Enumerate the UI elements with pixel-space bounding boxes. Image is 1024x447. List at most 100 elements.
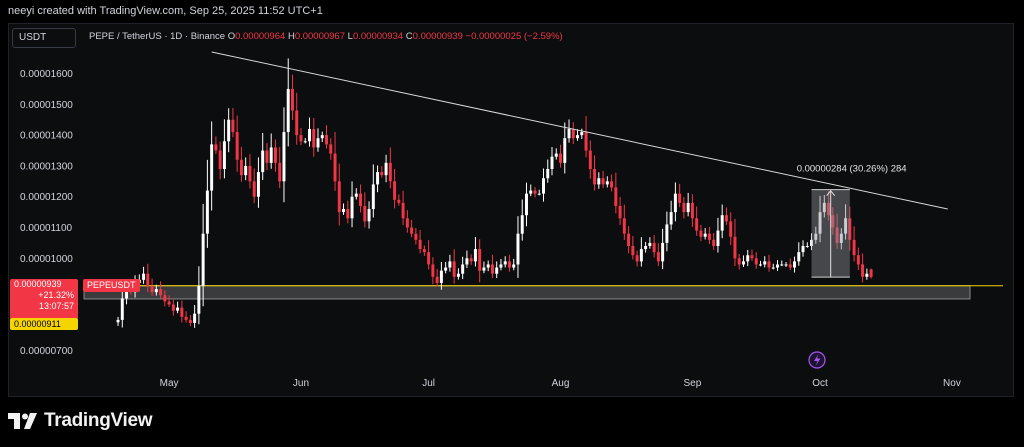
candle-body: [125, 289, 129, 299]
candle-body: [448, 261, 452, 268]
candle-body: [218, 150, 222, 170]
candle-body: [142, 273, 146, 280]
candle-body: [597, 178, 601, 185]
candle-body: [312, 128, 316, 148]
candle-body: [695, 218, 699, 231]
candle-body: [593, 169, 597, 185]
y-tick-label: 0.00001600: [20, 69, 73, 80]
candle-body: [852, 239, 856, 256]
candle-body: [631, 245, 635, 256]
candle-body: [325, 135, 329, 145]
candle-body: [359, 193, 363, 206]
candle-body: [567, 128, 571, 139]
candle-body: [193, 313, 197, 323]
candle-body: [397, 199, 401, 203]
candle-body: [444, 267, 448, 271]
candle-body: [427, 252, 431, 265]
candle-body: [256, 172, 260, 197]
candle-body: [435, 276, 439, 283]
candle-body: [154, 289, 158, 293]
tradingview-logo-icon: [8, 413, 37, 429]
brand-name: TradingView: [44, 410, 153, 431]
candle-body: [784, 264, 788, 266]
candle-body: [167, 301, 171, 305]
candle-body: [822, 202, 826, 213]
candle-body: [478, 249, 482, 271]
candle-body: [295, 110, 299, 136]
candle-body: [303, 141, 307, 143]
candle-body: [639, 249, 643, 262]
candle-body: [499, 264, 503, 268]
chart-frame: [8, 23, 1014, 397]
bar-countdown: 13:07:57: [38, 301, 74, 311]
candle-body: [490, 264, 494, 274]
candle-body: [844, 218, 848, 234]
candle-body: [265, 150, 269, 163]
last-price: 0.00000939: [14, 279, 62, 289]
candle-body: [239, 159, 243, 176]
x-tick-label: Aug: [552, 378, 570, 389]
candle-body: [180, 307, 184, 317]
candle-body: [414, 233, 418, 240]
level-price-tag: 0.00000911: [10, 318, 78, 330]
candle-body: [482, 267, 486, 271]
candle-body: [533, 190, 537, 194]
candle-body: [393, 181, 397, 200]
candle-body: [210, 144, 214, 191]
candle-body: [542, 178, 545, 194]
legend-low: 0.00000934: [352, 31, 404, 42]
candle-body: [337, 181, 341, 213]
candle-body: [699, 230, 703, 237]
candle-body: [503, 261, 507, 265]
candle-body: [788, 264, 792, 268]
candle-body: [486, 264, 490, 268]
candle-body: [146, 273, 150, 287]
candle-body: [805, 245, 809, 247]
candle-body: [329, 144, 333, 154]
candle-body: [269, 147, 273, 163]
candle-body: [184, 316, 188, 320]
candle-body: [635, 255, 639, 262]
quote-currency-button[interactable]: USDT: [12, 28, 76, 48]
candle-body: [763, 261, 767, 265]
candle-body: [320, 135, 324, 139]
candle-body: [861, 264, 865, 277]
candle-body: [750, 255, 754, 259]
candle-body: [550, 156, 554, 170]
candle-body: [627, 233, 631, 246]
candle-body: [576, 135, 580, 139]
candle-body: [227, 119, 231, 142]
candle-body: [384, 162, 388, 176]
candle-body: [571, 128, 575, 139]
candle-body: [686, 202, 690, 213]
candle-body: [473, 249, 477, 262]
candle-body: [754, 258, 758, 265]
candle-body: [720, 215, 724, 231]
candle-body: [644, 245, 648, 250]
candle-body: [712, 239, 716, 246]
candle-body: [661, 242, 665, 262]
x-tick-label: May: [160, 378, 179, 389]
x-tick-label: Jun: [293, 378, 309, 389]
candle-body: [252, 181, 256, 197]
candle-body: [729, 221, 733, 237]
candle-body: [771, 267, 775, 269]
candle-body: [831, 215, 835, 228]
candle-body: [116, 319, 120, 323]
candle-body: [605, 181, 609, 185]
candle-body: [856, 255, 860, 265]
candle-body: [150, 286, 154, 293]
candle-body: [261, 150, 265, 173]
candle-body: [546, 169, 550, 179]
candle-body: [614, 187, 618, 206]
candle-body: [839, 233, 843, 243]
y-tick-label: 0.00001200: [20, 192, 73, 203]
candle-body: [197, 286, 201, 314]
last-price-tag: 0.00000939 +21.32% 13:07:57: [10, 279, 78, 319]
candle-body: [746, 255, 750, 262]
candle-body: [176, 307, 180, 311]
ticker-tag: PEPEUSDT: [83, 279, 140, 292]
candle-body: [690, 202, 694, 219]
candle-body: [354, 193, 358, 197]
